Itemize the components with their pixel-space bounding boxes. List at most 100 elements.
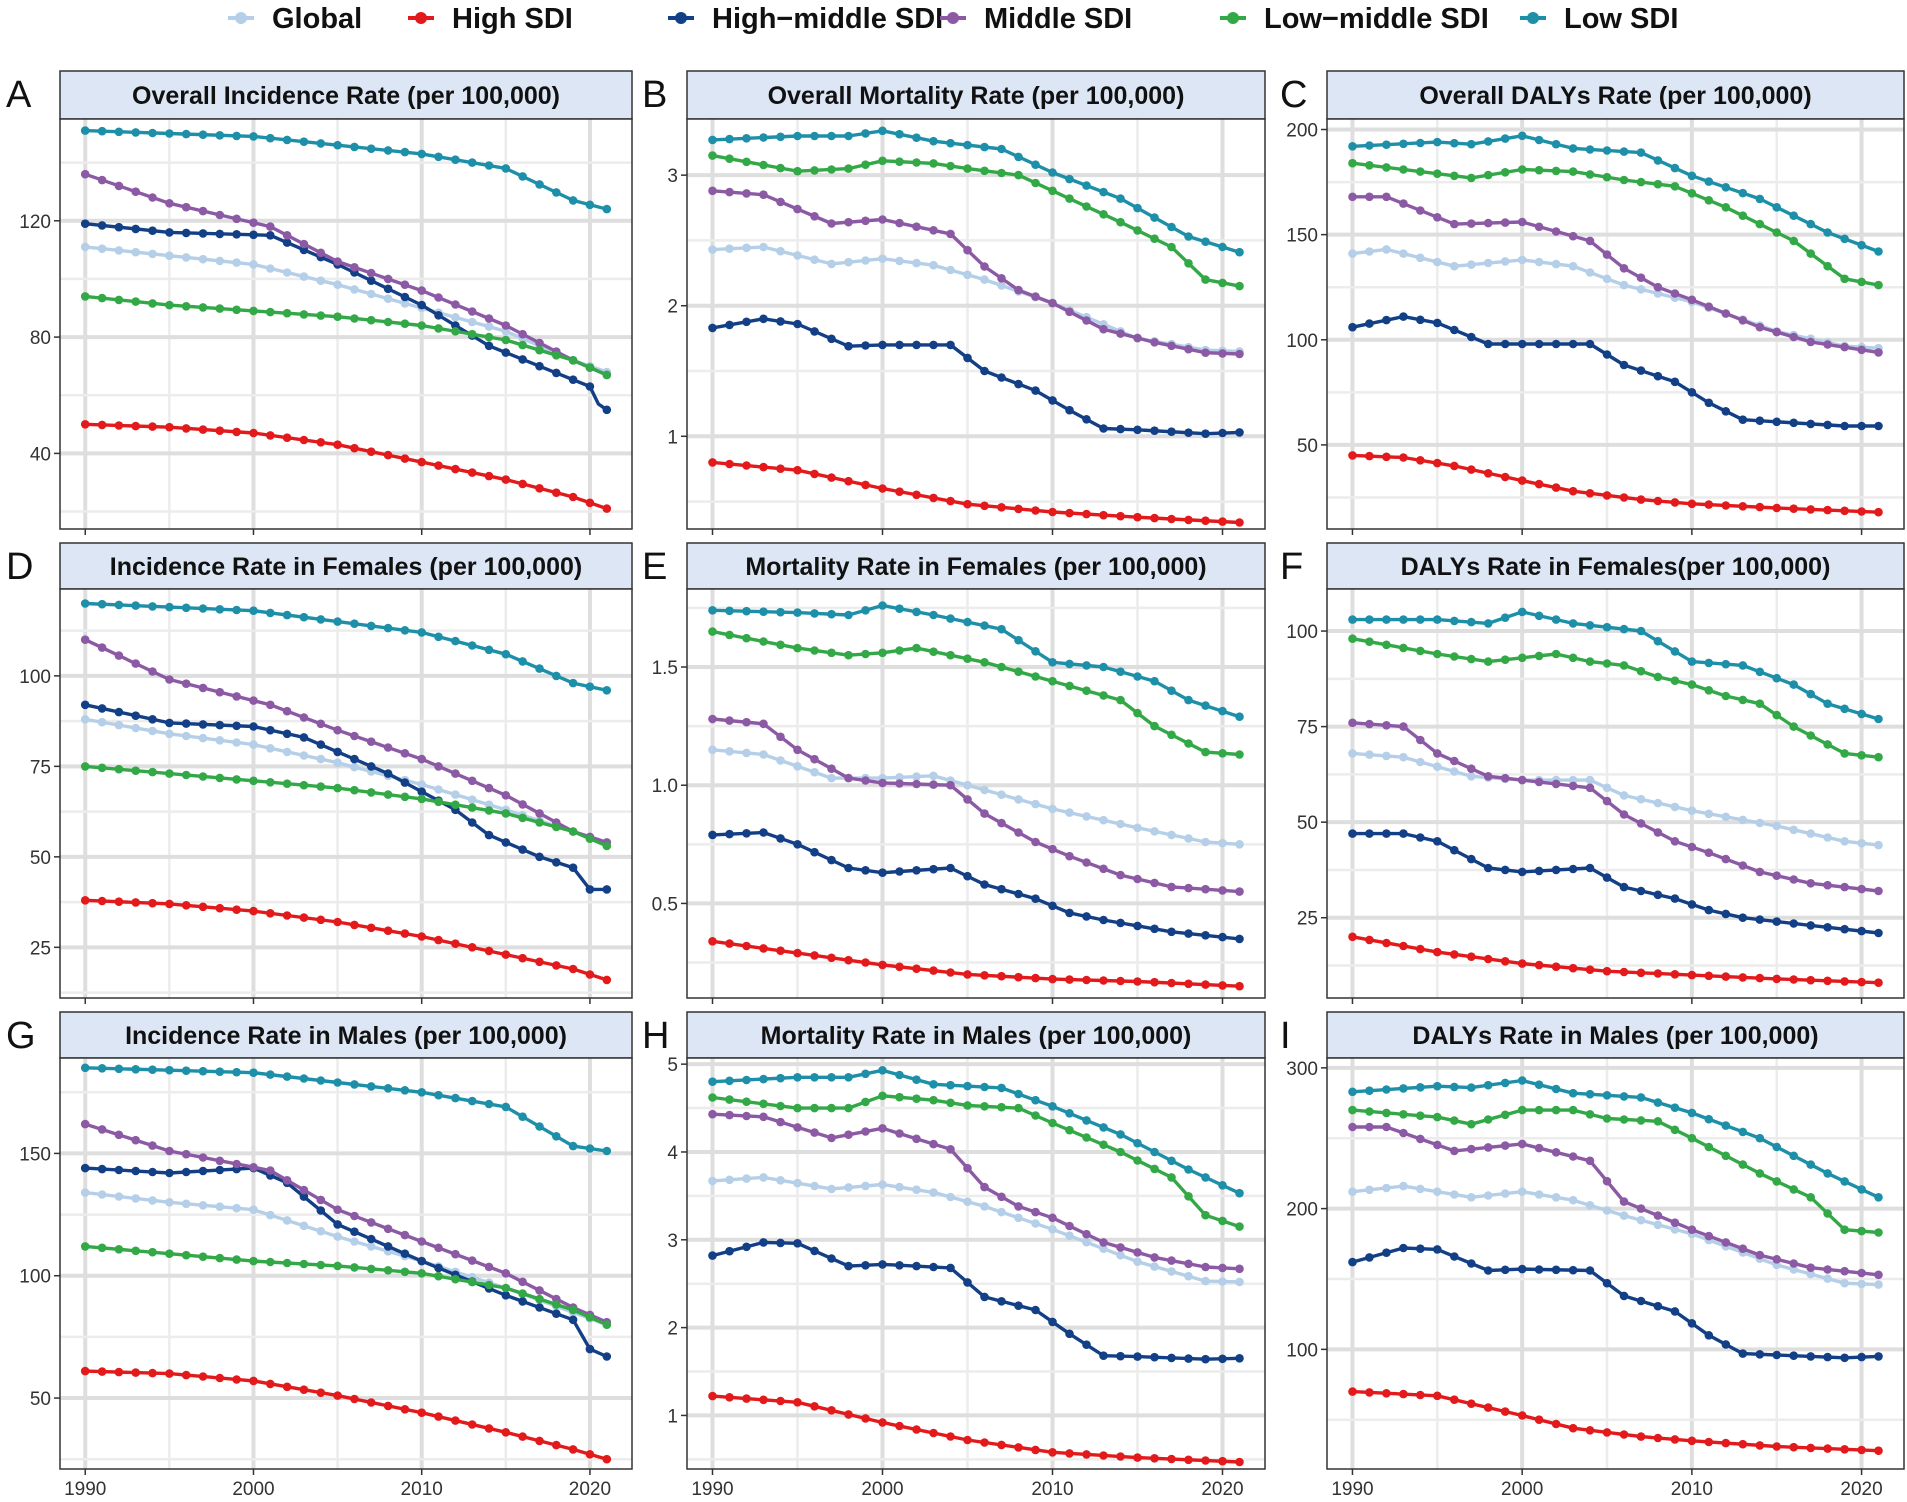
data-point xyxy=(878,1124,887,1133)
data-point xyxy=(895,487,904,497)
data-point xyxy=(1014,667,1023,676)
data-point xyxy=(249,722,258,731)
data-point xyxy=(350,285,359,294)
data-point xyxy=(266,307,275,317)
data-point xyxy=(383,769,393,778)
data-point xyxy=(181,719,191,728)
data-point xyxy=(1500,472,1510,482)
data-point xyxy=(1772,228,1781,237)
data-point xyxy=(366,1234,376,1244)
data-point xyxy=(1065,1125,1074,1135)
data-point xyxy=(1670,837,1680,846)
data-point xyxy=(232,1255,241,1264)
data-point xyxy=(1517,1187,1527,1196)
data-point xyxy=(249,230,258,240)
data-point xyxy=(929,1428,938,1438)
data-point xyxy=(1636,968,1646,978)
data-point xyxy=(299,1221,309,1231)
data-point xyxy=(1500,134,1510,143)
data-point xyxy=(114,764,124,774)
data-point xyxy=(131,898,140,907)
data-point xyxy=(417,780,427,789)
series-2 xyxy=(708,314,1244,439)
data-point xyxy=(1399,249,1408,258)
data-point xyxy=(1551,1193,1561,1202)
data-point xyxy=(1167,1454,1176,1464)
x-tick-label: 2000 xyxy=(232,1479,274,1500)
data-point xyxy=(484,314,494,323)
data-point xyxy=(878,1091,887,1101)
data-point xyxy=(1619,280,1629,290)
data-point xyxy=(1551,1265,1561,1275)
data-point xyxy=(518,329,527,339)
data-point xyxy=(114,246,124,255)
data-point xyxy=(585,970,595,979)
data-point xyxy=(1483,1191,1493,1200)
data-point xyxy=(131,723,140,733)
data-point xyxy=(1721,1438,1731,1448)
data-point xyxy=(1235,712,1244,721)
data-point xyxy=(759,1074,768,1084)
data-point xyxy=(501,1291,511,1300)
data-point xyxy=(114,295,124,305)
data-point xyxy=(742,829,751,838)
data-point xyxy=(1450,1082,1459,1092)
data-point xyxy=(1874,1193,1883,1202)
data-point xyxy=(1840,749,1849,758)
data-point xyxy=(1517,1264,1527,1274)
data-point xyxy=(350,1263,359,1272)
data-point xyxy=(1789,1151,1798,1161)
data-point xyxy=(725,606,734,616)
data-point xyxy=(1568,1265,1578,1275)
data-point xyxy=(131,711,140,720)
data-point xyxy=(80,635,90,644)
data-point xyxy=(1399,453,1408,462)
data-point xyxy=(708,1176,717,1186)
data-point xyxy=(282,779,292,788)
data-point xyxy=(912,1261,921,1271)
data-point xyxy=(895,646,904,655)
data-point xyxy=(148,715,157,724)
data-point xyxy=(451,155,460,164)
data-point xyxy=(1167,730,1176,740)
data-point xyxy=(1116,695,1125,705)
data-point xyxy=(114,600,124,610)
data-point xyxy=(1874,978,1883,987)
data-point xyxy=(400,626,410,635)
data-point xyxy=(980,785,989,795)
panel-title: Mortality Rate in Females (per 100,000) xyxy=(745,553,1206,581)
panel-letter: A xyxy=(6,74,32,116)
data-point xyxy=(299,435,309,445)
data-point xyxy=(810,212,819,221)
data-point xyxy=(776,1117,785,1127)
data-point xyxy=(1031,799,1040,809)
data-point xyxy=(1184,739,1193,748)
data-point xyxy=(793,1103,802,1113)
data-point xyxy=(895,256,904,266)
data-point xyxy=(1116,194,1125,203)
data-point xyxy=(1806,1443,1815,1453)
data-point xyxy=(451,464,460,474)
data-point xyxy=(776,1238,785,1248)
data-point xyxy=(1619,1430,1629,1439)
data-point xyxy=(1738,695,1748,705)
data-point xyxy=(1619,264,1629,273)
data-point xyxy=(1857,709,1866,719)
data-point xyxy=(946,340,955,350)
data-point xyxy=(980,658,989,667)
data-point xyxy=(467,468,477,477)
data-point xyxy=(1150,1454,1159,1463)
data-point xyxy=(759,160,768,170)
data-point xyxy=(861,216,870,226)
data-point xyxy=(725,459,734,469)
data-point xyxy=(181,1250,191,1260)
data-point xyxy=(963,617,972,627)
data-point xyxy=(165,129,174,138)
data-point xyxy=(725,154,734,163)
data-point xyxy=(333,917,342,927)
y-tick-label: 1 xyxy=(667,1406,678,1427)
plot-border xyxy=(1326,1057,1905,1470)
data-point xyxy=(708,1077,717,1086)
data-point xyxy=(997,1102,1006,1112)
